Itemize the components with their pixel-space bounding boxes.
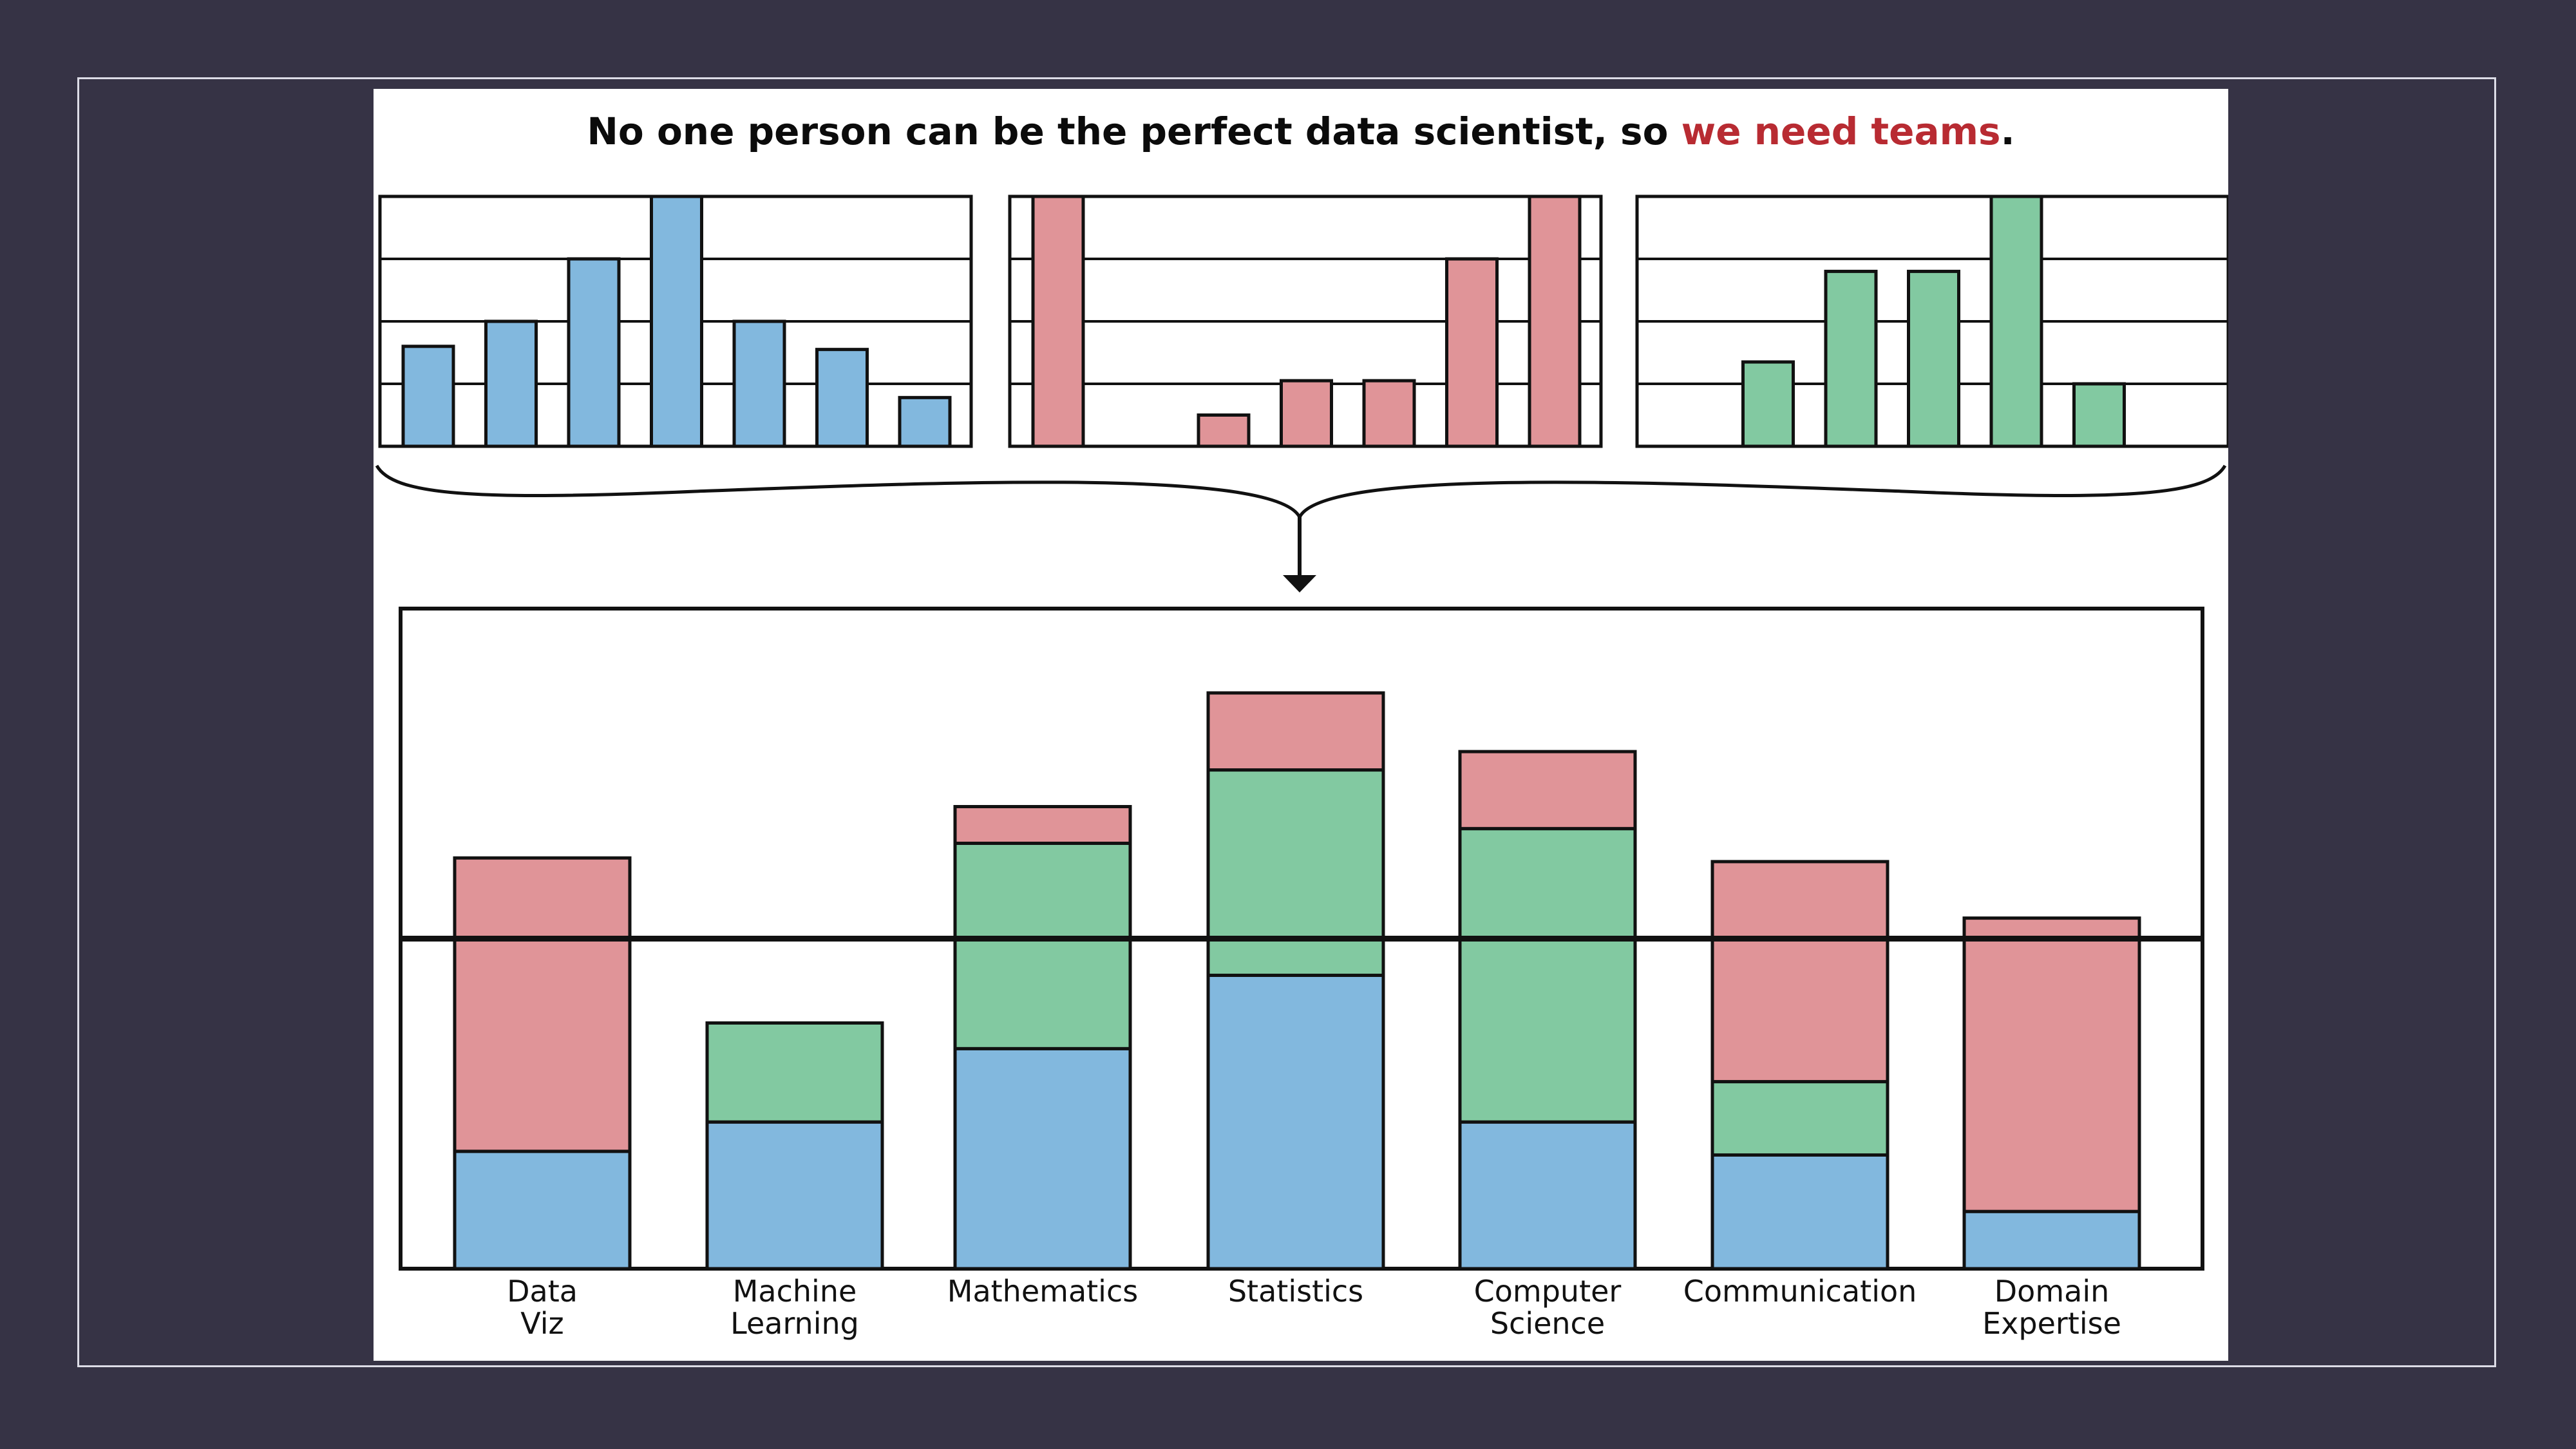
category-label: Mathematics	[947, 1274, 1138, 1309]
stacked-segment-red	[1710, 860, 1889, 1084]
stacked-segment-red	[1458, 750, 1637, 831]
stacked-segment-blue	[1458, 1120, 1637, 1271]
category-label: Data Viz	[507, 1274, 578, 1341]
profile-chart-1-bar	[898, 395, 952, 448]
profile-chart-3-bar	[1824, 269, 1878, 448]
profile-chart-2-bar	[1197, 413, 1251, 448]
profile-chart-2-bar	[1445, 257, 1499, 448]
profile-chart-1-bar	[567, 257, 621, 448]
category-label: Machine Learning	[730, 1274, 859, 1341]
stacked-segment-blue	[705, 1120, 884, 1271]
stacked-segment-blue	[953, 1046, 1132, 1271]
profile-chart-1-bar	[732, 319, 786, 448]
stacked-segment-blue	[1962, 1209, 2141, 1271]
stacked-segment-green	[953, 841, 1132, 1050]
stacked-segment-green	[705, 1021, 884, 1124]
profile-chart-3-bar	[1741, 360, 1795, 448]
merge-arrow-head	[1283, 575, 1316, 592]
stacked-segment-red	[953, 805, 1132, 845]
category-label: Domain Expertise	[1982, 1274, 2121, 1341]
title-suffix: .	[2000, 109, 2015, 153]
category-label: Communication	[1683, 1274, 1917, 1309]
stacked-segment-red	[1206, 691, 1385, 772]
profile-chart-1-bar	[401, 345, 455, 448]
profile-chart-1-bar	[650, 194, 703, 448]
profile-chart-2-bar	[1528, 194, 1582, 448]
title-prefix: No one person can be the perfect data sc…	[587, 109, 1681, 153]
profile-chart-3-bar	[2072, 382, 2126, 448]
profile-chart-3-bar	[1907, 269, 1960, 448]
team-skills-chart: Data Viz Machine Learning Mathematics Statist…	[375, 194, 2228, 1341]
slide-frame	[77, 77, 2496, 1367]
category-label: Computer Science	[1474, 1274, 1622, 1341]
stacked-segment-blue	[453, 1150, 632, 1271]
stacked-segment-red	[1962, 916, 2141, 1213]
profile-chart-1-bar	[815, 348, 869, 448]
slide-canvas: No one person can be the perfect data sc…	[374, 89, 2228, 1361]
stacked-segment-blue	[1710, 1153, 1889, 1271]
stacked-segment-red	[453, 856, 632, 1153]
stacked-segment-blue	[1206, 973, 1385, 1271]
stacked-segment-green	[1206, 768, 1385, 977]
merge-brace	[375, 464, 2227, 521]
chart-title: No one person can be the perfect data sc…	[374, 111, 2228, 152]
profile-chart-1-bar	[484, 319, 538, 448]
title-highlight: we need teams	[1681, 109, 2001, 153]
stacked-segment-green	[1458, 827, 1637, 1124]
stacked-segment-green	[1710, 1080, 1889, 1157]
profile-chart-2-bar	[1280, 379, 1333, 448]
category-label: Statistics	[1228, 1274, 1363, 1309]
profile-chart-2-bar	[1362, 379, 1416, 448]
profile-chart-3-bar	[1989, 194, 2043, 448]
profile-chart-2-bar	[1031, 194, 1085, 448]
